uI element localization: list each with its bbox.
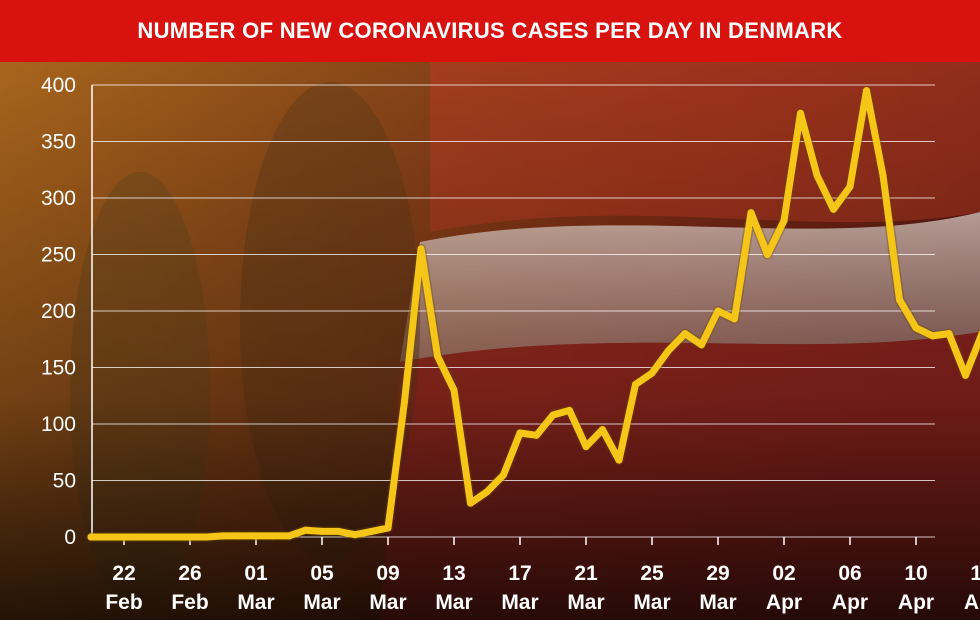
data-point bbox=[698, 341, 705, 349]
data-point bbox=[681, 330, 689, 338]
data-point bbox=[318, 527, 326, 535]
x-tick-month: Mar bbox=[369, 591, 406, 614]
data-point bbox=[186, 533, 194, 541]
data-point bbox=[203, 533, 210, 541]
data-point bbox=[962, 371, 969, 379]
x-tick-month: Mar bbox=[303, 591, 340, 614]
data-point bbox=[153, 533, 161, 541]
data-point bbox=[483, 488, 491, 496]
data-point bbox=[945, 330, 953, 338]
background-photo bbox=[0, 62, 980, 620]
data-point bbox=[170, 533, 177, 541]
data-point bbox=[896, 296, 903, 304]
data-point bbox=[813, 171, 821, 179]
x-tick-month: Mar bbox=[435, 591, 472, 614]
x-tick-month: Mar bbox=[501, 591, 538, 614]
data-point bbox=[764, 251, 771, 258]
data-point bbox=[648, 369, 656, 377]
x-tick-month: Apr bbox=[898, 591, 934, 614]
y-tick-label: 400 bbox=[41, 74, 76, 97]
chart-title: NUMBER OF NEW CORONAVIRUS CASES PER DAY … bbox=[137, 18, 843, 43]
y-tick-label: 50 bbox=[53, 470, 76, 493]
data-point bbox=[632, 380, 639, 388]
data-point bbox=[714, 307, 722, 315]
data-point bbox=[137, 533, 144, 541]
x-tick-month: Mar bbox=[567, 591, 604, 614]
data-point bbox=[219, 532, 227, 540]
x-tick-day: 13 bbox=[442, 562, 465, 585]
data-point bbox=[351, 531, 359, 539]
x-tick-day: 25 bbox=[640, 562, 664, 585]
data-point bbox=[368, 527, 375, 535]
series-line-shadow bbox=[86, 85, 980, 542]
y-tick-label: 300 bbox=[41, 187, 76, 210]
x-tick-day: 09 bbox=[376, 562, 399, 585]
x-tick-day: 06 bbox=[838, 562, 861, 585]
data-point bbox=[302, 526, 309, 534]
data-point bbox=[566, 406, 573, 414]
data-point bbox=[417, 245, 425, 253]
data-point bbox=[780, 217, 788, 225]
x-tick-month: Feb bbox=[105, 591, 142, 614]
data-point bbox=[252, 532, 260, 540]
x-tick-day: 02 bbox=[772, 562, 795, 585]
data-point bbox=[599, 426, 606, 434]
data-point bbox=[269, 532, 276, 540]
data-point bbox=[104, 533, 111, 541]
title-banner: NUMBER OF NEW CORONAVIRUS CASES PER DAY … bbox=[0, 0, 980, 62]
data-point bbox=[401, 397, 408, 405]
data-point bbox=[120, 533, 128, 541]
data-point bbox=[87, 533, 95, 541]
data-point bbox=[879, 171, 887, 179]
y-tick-label: 350 bbox=[41, 131, 76, 154]
x-tick-month: Apr bbox=[766, 591, 802, 614]
data-point bbox=[467, 499, 474, 507]
data-point bbox=[665, 347, 672, 355]
y-tick-label: 100 bbox=[41, 413, 76, 436]
data-point bbox=[285, 532, 293, 540]
x-tick-day: 22 bbox=[112, 562, 135, 585]
data-point bbox=[731, 315, 738, 323]
data-point bbox=[500, 471, 507, 479]
data-point bbox=[533, 431, 540, 439]
x-tick-month: Apr bbox=[964, 591, 980, 614]
series-line bbox=[87, 87, 980, 541]
x-tick-day: 14 bbox=[970, 562, 980, 585]
data-point bbox=[747, 209, 755, 217]
data-point bbox=[846, 183, 854, 191]
x-tick-month: Feb bbox=[171, 591, 208, 614]
x-tick-day: 17 bbox=[508, 562, 531, 585]
x-tick-month: Mar bbox=[699, 591, 736, 614]
data-point bbox=[929, 332, 936, 340]
data-point bbox=[335, 527, 342, 535]
x-tick-month: Mar bbox=[633, 591, 670, 614]
x-tick-day: 29 bbox=[706, 562, 729, 585]
data-point bbox=[236, 532, 243, 540]
y-tick-label: 0 bbox=[64, 526, 76, 549]
data-point bbox=[912, 324, 920, 332]
data-point bbox=[615, 456, 623, 464]
x-tick-day: 10 bbox=[904, 562, 927, 585]
y-tick-label: 200 bbox=[41, 300, 76, 323]
data-point bbox=[384, 524, 392, 532]
x-tick-month: Apr bbox=[832, 591, 868, 614]
x-tick-day: 05 bbox=[310, 562, 334, 585]
x-tick-month: Mar bbox=[237, 591, 274, 614]
data-point bbox=[863, 87, 870, 95]
x-tick-day: 01 bbox=[244, 562, 268, 585]
data-point bbox=[549, 411, 557, 419]
y-tick-label: 250 bbox=[41, 244, 76, 267]
data-point bbox=[582, 443, 590, 451]
data-point bbox=[516, 429, 524, 437]
y-tick-label: 150 bbox=[41, 357, 76, 380]
x-tick-day: 26 bbox=[178, 562, 201, 585]
data-point bbox=[797, 109, 804, 117]
x-tick-day: 21 bbox=[574, 562, 598, 585]
data-point bbox=[434, 352, 441, 360]
data-point bbox=[830, 205, 837, 213]
data-point bbox=[450, 386, 458, 394]
